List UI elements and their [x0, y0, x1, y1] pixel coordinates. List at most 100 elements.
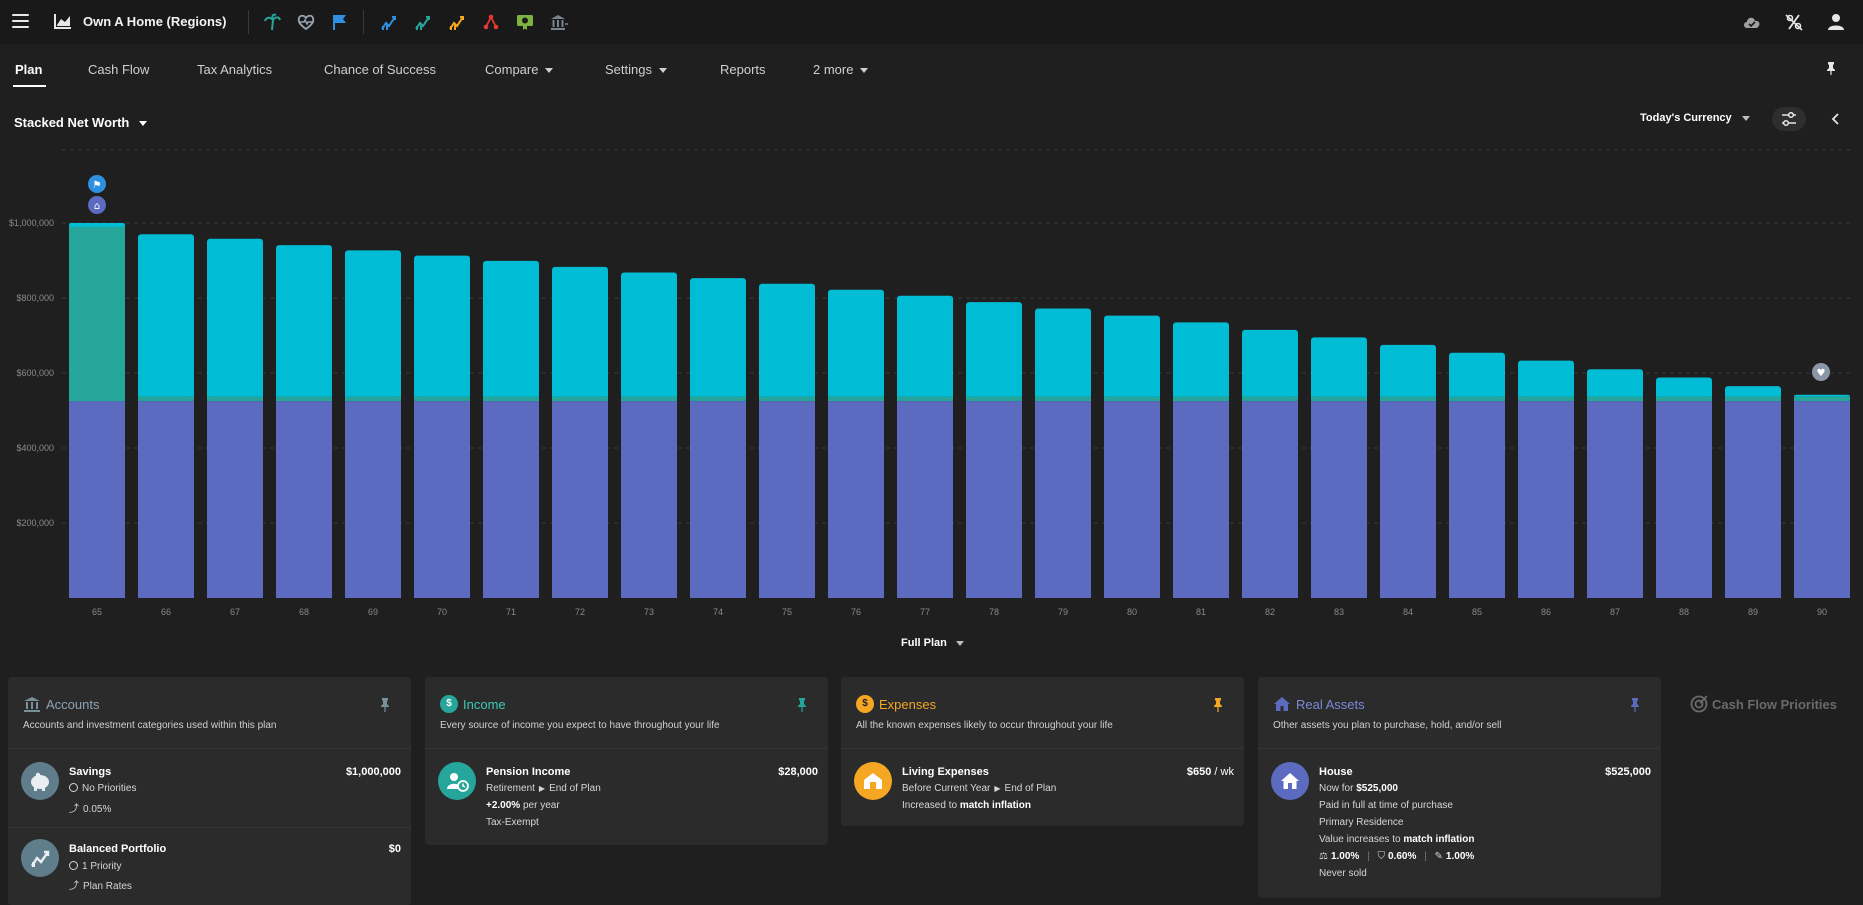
bar-balanced-portfolio — [966, 396, 1022, 402]
expense-end: End of Plan — [1004, 783, 1057, 794]
asset-name: House — [1319, 766, 1353, 778]
expenses-desc: All the known expenses likely to occur t… — [856, 720, 1113, 731]
real-assets-title: Real Assets — [1296, 697, 1365, 712]
bar-house — [1173, 401, 1229, 598]
expenses-growth-icon[interactable] — [448, 13, 466, 31]
account-priorities: 1 Priority — [82, 861, 122, 872]
bar-house — [1449, 401, 1505, 598]
living-expenses-icon — [854, 762, 892, 800]
tab-compare[interactable]: Compare — [485, 62, 554, 77]
list-item[interactable]: Living Expenses $650 / wk Before Current… — [841, 749, 1244, 826]
x-tick-label: 74 — [713, 607, 723, 617]
tab-cash-flow[interactable]: Cash Flow — [88, 62, 150, 77]
bar-house — [1380, 401, 1436, 598]
bar-house — [1518, 401, 1574, 598]
list-item[interactable]: Balanced Portfolio $0 1 Priority ⤴ Plan R… — [8, 827, 411, 905]
cash-flow-priorities-button[interactable]: Cash Flow Priorities — [1712, 697, 1837, 712]
home-icon[interactable]: ⌂ — [88, 196, 106, 214]
bar-savings-body — [897, 299, 953, 397]
tab-more[interactable]: 2 more — [813, 62, 869, 77]
bar-house — [759, 401, 815, 598]
accounts-desc: Accounts and investment categories used … — [23, 720, 277, 731]
tab-plan[interactable]: Plan — [15, 62, 43, 77]
income-card-header[interactable]: $ Income Every source of income you expe… — [425, 677, 828, 749]
x-tick-label: 77 — [920, 607, 930, 617]
x-tick-label: 90 — [1817, 607, 1827, 617]
target-check-icon[interactable] — [1690, 695, 1708, 713]
flag-icon[interactable] — [331, 13, 349, 31]
bar-balanced-portfolio — [1794, 396, 1850, 402]
chevron-down-icon — [860, 68, 869, 74]
income-end: End of Plan — [549, 783, 601, 794]
separator: | — [1424, 851, 1427, 862]
bar-house — [276, 401, 332, 598]
expenses-card-header[interactable]: $ Expenses All the known expenses likely… — [841, 677, 1244, 749]
chart-type-select[interactable]: Stacked Net Worth — [14, 115, 148, 130]
menu-icon[interactable] — [12, 14, 29, 28]
list-item[interactable]: Savings $1,000,000 No Priorities ⤴ 0.05% — [8, 749, 411, 827]
top-bar: Own A Home (Regions) — [0, 0, 1863, 44]
tab-tax-analytics[interactable]: Tax Analytics — [197, 62, 273, 77]
pin-icon[interactable] — [1826, 61, 1836, 75]
bar-house — [828, 401, 884, 598]
bar-savings-body — [1242, 333, 1298, 397]
palm-tree-icon[interactable] — [263, 13, 281, 31]
list-item[interactable]: Pension Income $28,000 Retirement ▶ End of… — [425, 749, 828, 845]
money-card-icon[interactable] — [516, 13, 534, 31]
income-growth-rate: +2.00% — [486, 800, 521, 811]
bar-savings-body — [483, 264, 539, 397]
chevron-left-icon[interactable] — [1828, 111, 1844, 127]
tab-chance-of-success[interactable]: Chance of Success — [324, 62, 437, 77]
accounts-title: Accounts — [46, 697, 100, 712]
cloud-sync-icon[interactable] — [1742, 13, 1762, 31]
home-icon-glyph: ⌂ — [94, 201, 100, 212]
bar-balanced-portfolio — [1449, 396, 1505, 402]
bar-balanced-portfolio — [1173, 396, 1229, 402]
expenses-title: Expenses — [879, 697, 937, 712]
bar-balanced-portfolio — [345, 396, 401, 402]
bar-savings-body — [690, 282, 746, 397]
bar-house — [1035, 401, 1091, 598]
wrench-icon: ✎ — [1434, 851, 1443, 862]
expense-amount: $650 / wk — [1187, 766, 1234, 778]
real-assets-card-header[interactable]: Real Assets Other assets you plan to pur… — [1258, 677, 1661, 749]
bar-balanced-portfolio — [1104, 396, 1160, 402]
list-item[interactable]: House $525,000 Now for $525,000 Paid in … — [1258, 749, 1661, 898]
tab-reports[interactable]: Reports — [720, 62, 766, 77]
real-assets-card: Real Assets Other assets you plan to pur… — [1258, 677, 1661, 898]
stacked-net-worth-chart: $200,000 $400,000 $600,000 $800,000 $1,000,0… — [9, 149, 1850, 617]
pin-icon[interactable] — [796, 697, 808, 713]
plan-title[interactable]: Own A Home (Regions) — [83, 14, 227, 29]
divider — [248, 10, 249, 34]
x-tick-label: 84 — [1403, 607, 1413, 617]
pin-icon[interactable] — [1212, 697, 1224, 713]
accounts-card-header[interactable]: Accounts Accounts and investment categor… — [8, 677, 411, 749]
debt-network-icon[interactable] — [482, 13, 500, 31]
tab-settings[interactable]: Settings — [605, 62, 667, 77]
bar-savings-body — [1587, 373, 1643, 397]
chevron-down-icon — [545, 68, 554, 74]
bar-house — [1587, 401, 1643, 598]
portfolio-growth-icon — [21, 839, 59, 877]
income-desc: Every source of income you expect to hav… — [440, 720, 720, 731]
bar-house — [690, 401, 746, 598]
pin-icon[interactable] — [379, 697, 391, 713]
no-inflation-percent-icon[interactable] — [1784, 13, 1804, 31]
user-account-icon[interactable] — [1826, 13, 1846, 31]
separator: | — [1367, 851, 1370, 862]
expense-value: $650 — [1186, 766, 1212, 778]
currency-select[interactable]: Today's Currency — [1640, 112, 1750, 124]
plan-range-select[interactable]: Full Plan — [901, 637, 964, 649]
flag-icon[interactable]: ⚑ — [88, 175, 106, 193]
pin-icon[interactable] — [1629, 697, 1641, 713]
heart-pulse-icon[interactable] — [297, 13, 315, 31]
income-growth-icon[interactable] — [414, 13, 432, 31]
accounts-growth-icon[interactable] — [380, 13, 398, 31]
x-tick-label: 71 — [506, 607, 516, 617]
chart-settings-button[interactable] — [1772, 107, 1806, 131]
bar-house — [1656, 401, 1712, 598]
y-tick-label: $600,000 — [16, 368, 54, 378]
heart-icon[interactable]: ♥ — [1812, 363, 1830, 381]
bar-house — [621, 401, 677, 598]
bank-icon[interactable] — [550, 13, 568, 31]
